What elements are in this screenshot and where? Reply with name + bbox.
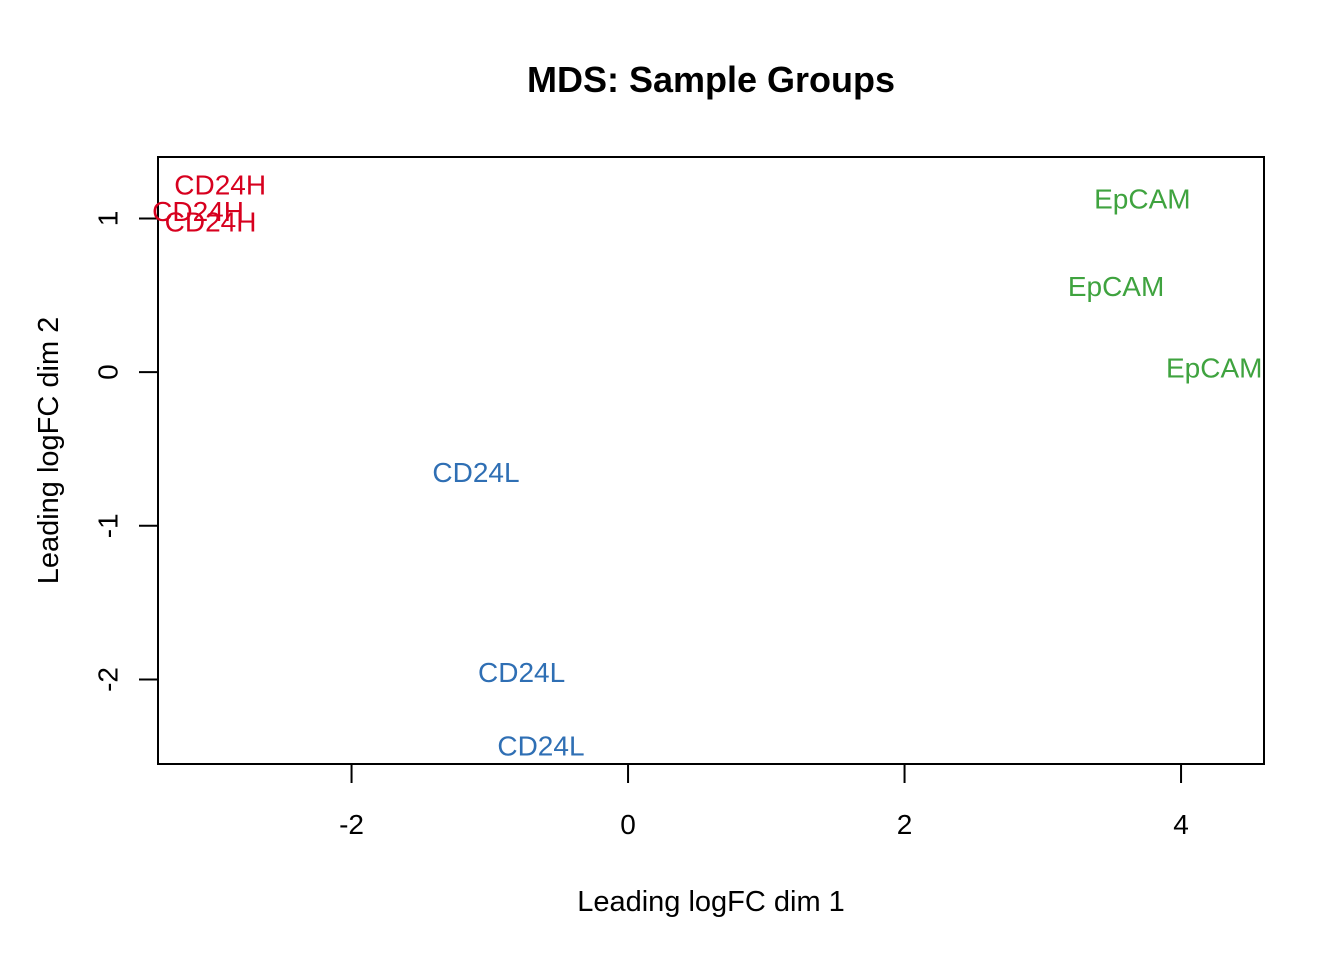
sample-labels: CD24HCD24HCD24HCD24LCD24LCD24LEpCAMEpCAM… (152, 170, 1262, 762)
chart-title: MDS: Sample Groups (527, 59, 895, 100)
y-tick-label: -1 (93, 513, 124, 538)
x-tick-label: 0 (620, 809, 636, 840)
y-tick-label: 0 (93, 364, 124, 380)
sample-point-label: CD24H (165, 207, 257, 238)
x-tick-label: -2 (339, 809, 364, 840)
sample-point-label: CD24H (174, 170, 266, 201)
plot-frame (157, 156, 1265, 765)
x-axis-label: Leading logFC dim 1 (577, 886, 845, 918)
sample-point-label: CD24L (432, 457, 519, 488)
sample-point-label: EpCAM (1094, 183, 1190, 214)
y-tick-label: 1 (93, 211, 124, 227)
sample-point-label: CD24L (478, 657, 565, 688)
sample-point-label: CD24L (497, 731, 584, 762)
sample-point-label: CD24H (152, 196, 244, 227)
sample-point-label: EpCAM (1166, 353, 1262, 384)
y-axis-label: Leading logFC dim 2 (33, 317, 65, 585)
x-tick-label: 4 (1173, 809, 1189, 840)
axis-ticks: -2 0 2 4 -2 -1 0 1 (93, 211, 1189, 840)
sample-point-label: EpCAM (1068, 271, 1164, 302)
y-tick-label: -2 (93, 667, 124, 692)
x-tick-label: 2 (897, 809, 913, 840)
